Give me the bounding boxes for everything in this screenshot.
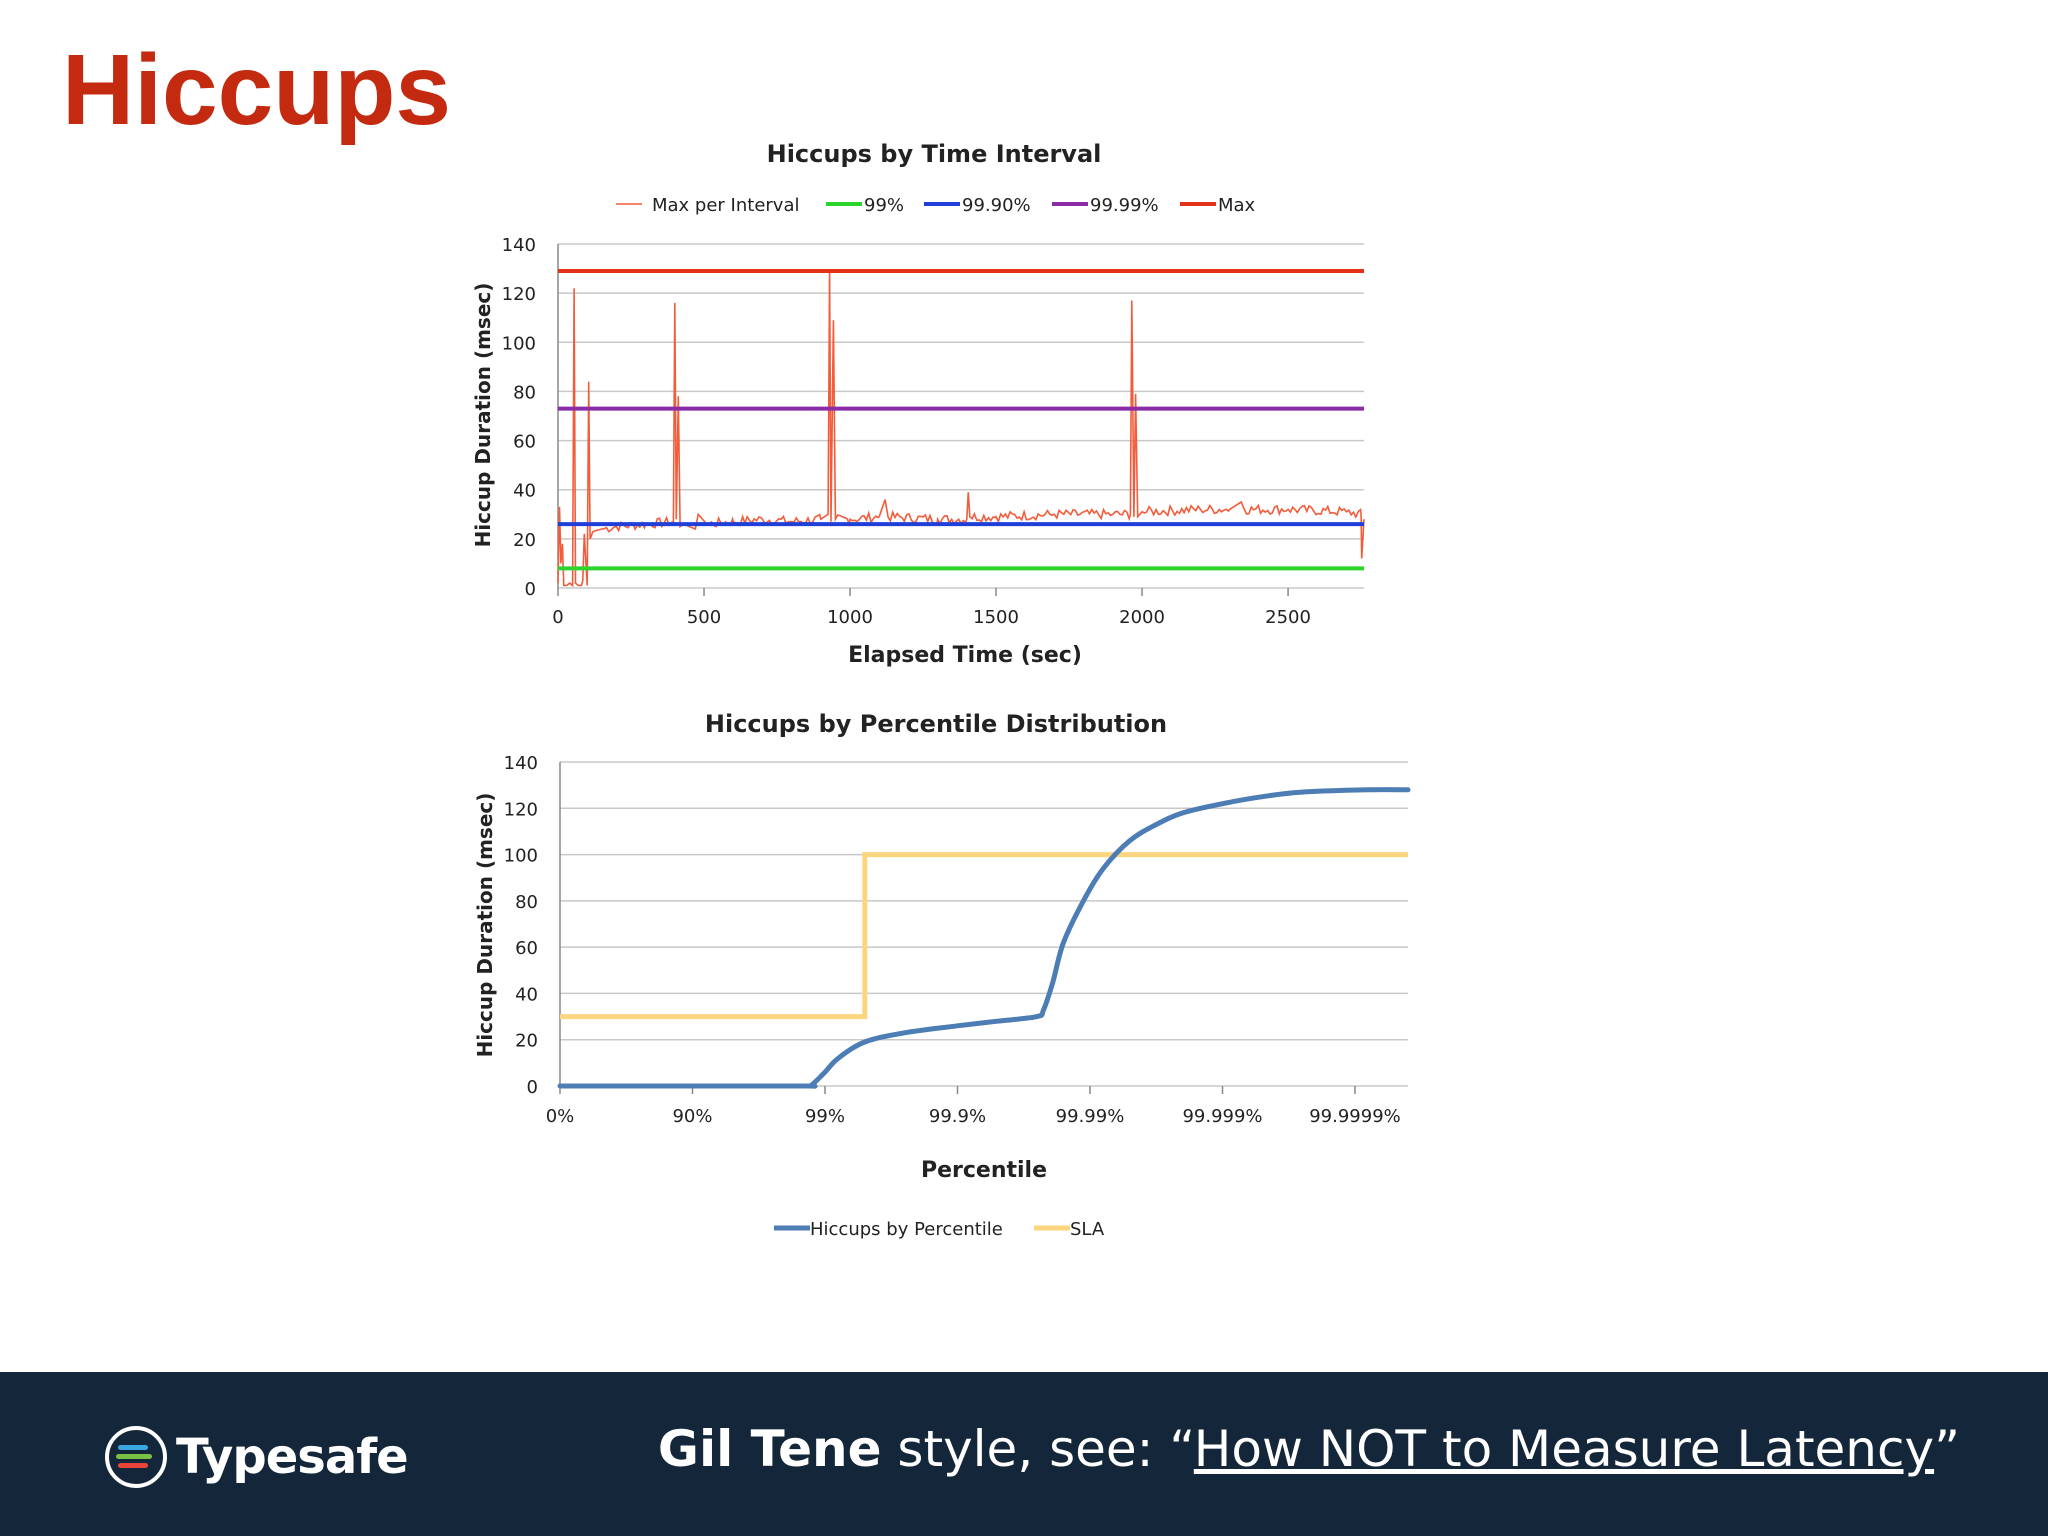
y-tick-label: 40 bbox=[515, 984, 538, 1005]
legend-label: SLA bbox=[1070, 1219, 1105, 1240]
x-tick-label: 0 bbox=[552, 607, 563, 628]
y-tick-label: 40 bbox=[513, 481, 536, 502]
y-tick-label: 120 bbox=[504, 799, 538, 820]
x-axis-label: Percentile bbox=[921, 1158, 1047, 1183]
charts-canvas: Hiccups by Time Interval Max per Interva… bbox=[471, 140, 1411, 1240]
legend-label: Hiccups by Percentile bbox=[810, 1219, 1003, 1240]
brand-name: Typesafe bbox=[176, 1429, 409, 1485]
y-tick-label: 80 bbox=[513, 382, 536, 403]
y-tick-label: 0 bbox=[527, 1077, 538, 1098]
grid-lines bbox=[559, 761, 1408, 1087]
chart-time-interval: Hiccups by Time Interval Max per Interva… bbox=[471, 140, 1365, 668]
y-axis-ticks: 0 20 40 60 80 100 120 140 bbox=[502, 235, 536, 600]
reference-link[interactable]: How NOT to Measure Latency bbox=[1193, 1420, 1935, 1478]
legend-label: 99.90% bbox=[962, 195, 1031, 216]
y-tick-label: 80 bbox=[515, 892, 538, 913]
x-axis-ticks: 0% 90% 99% 99.9% 99.99% 99.999% 99.9999% bbox=[546, 1086, 1401, 1127]
y-tick-label: 0 bbox=[525, 579, 536, 600]
y-axis-label: Hiccup Duration (msec) bbox=[471, 283, 495, 548]
y-axis-label: Hiccup Duration (msec) bbox=[473, 793, 497, 1058]
credit-line: Gil Tene style, see: “How NOT to Measure… bbox=[658, 1420, 1960, 1478]
y-tick-label: 120 bbox=[502, 284, 536, 305]
y-tick-label: 60 bbox=[513, 432, 536, 453]
x-tick-label: 99.99% bbox=[1056, 1106, 1125, 1127]
x-axis-ticks: 0 500 1000 1500 2000 2500 bbox=[552, 588, 1311, 628]
typesafe-logo-icon bbox=[105, 1426, 167, 1488]
y-tick-label: 100 bbox=[502, 333, 536, 354]
credit-text: style, see: “ bbox=[881, 1420, 1194, 1478]
series-sla bbox=[560, 852, 1408, 1020]
legend-label: 99% bbox=[864, 195, 904, 216]
y-tick-label: 60 bbox=[515, 938, 538, 959]
series-group bbox=[557, 787, 1411, 1089]
x-tick-label: 99.9999% bbox=[1309, 1106, 1401, 1127]
x-tick-label: 90% bbox=[672, 1106, 712, 1127]
legend-label: Max bbox=[1218, 195, 1256, 216]
x-tick-label: 0% bbox=[546, 1106, 575, 1127]
series-group bbox=[557, 269, 1365, 588]
series-max-per-interval bbox=[557, 270, 1365, 588]
grid-lines bbox=[557, 243, 1364, 589]
chart-title: Hiccups by Time Interval bbox=[767, 140, 1102, 168]
legend-label: 99.99% bbox=[1090, 195, 1159, 216]
slide-title: Hiccups bbox=[62, 34, 452, 146]
typesafe-logo: Typesafe bbox=[104, 1422, 409, 1492]
series-hiccups-by-percentile bbox=[557, 787, 1411, 1089]
x-tick-label: 2000 bbox=[1119, 607, 1165, 628]
chart-legend: Max per Interval 99% 99.90% 99.99% Max bbox=[616, 195, 1256, 216]
y-tick-label: 140 bbox=[504, 753, 538, 774]
x-tick-label: 1500 bbox=[973, 607, 1019, 628]
credit-close-quote: ” bbox=[1934, 1420, 1960, 1478]
x-tick-label: 99.9% bbox=[929, 1106, 986, 1127]
chart-percentile-distribution: Hiccups by Percentile Distribution 0 20 40… bbox=[473, 710, 1411, 1240]
footer-bar: Typesafe Gil Tene style, see: “How NOT t… bbox=[0, 1372, 2048, 1536]
x-tick-label: 1000 bbox=[827, 607, 873, 628]
y-tick-label: 20 bbox=[513, 530, 536, 551]
x-tick-label: 500 bbox=[687, 607, 721, 628]
x-axis-label: Elapsed Time (sec) bbox=[848, 643, 1082, 668]
x-tick-label: 99% bbox=[805, 1106, 845, 1127]
x-tick-label: 2500 bbox=[1265, 607, 1311, 628]
y-tick-label: 20 bbox=[515, 1031, 538, 1052]
author-name: Gil Tene bbox=[657, 1420, 882, 1478]
chart-legend: Hiccups by Percentile SLA bbox=[774, 1219, 1105, 1240]
y-axis-ticks: 0 20 40 60 80 100 120 140 bbox=[504, 753, 538, 1098]
legend-label: Max per Interval bbox=[652, 195, 800, 216]
y-tick-label: 140 bbox=[502, 235, 536, 256]
chart-title: Hiccups by Percentile Distribution bbox=[705, 710, 1167, 738]
x-tick-label: 99.999% bbox=[1182, 1106, 1262, 1127]
y-tick-label: 100 bbox=[504, 846, 538, 867]
